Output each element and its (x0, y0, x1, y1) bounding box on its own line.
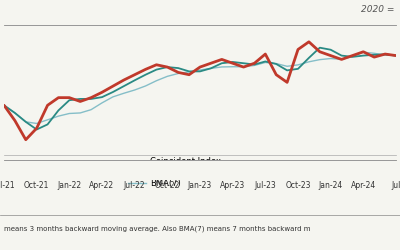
Text: means 3 months backward moving average. Also BMA(7) means 7 months backward m: means 3 months backward moving average. … (4, 225, 310, 232)
Legend: Coincident Index, BMA(3), BMA(7): Coincident Index, BMA(3), BMA(7) (124, 154, 224, 192)
Text: 2020 =: 2020 = (361, 5, 394, 14)
